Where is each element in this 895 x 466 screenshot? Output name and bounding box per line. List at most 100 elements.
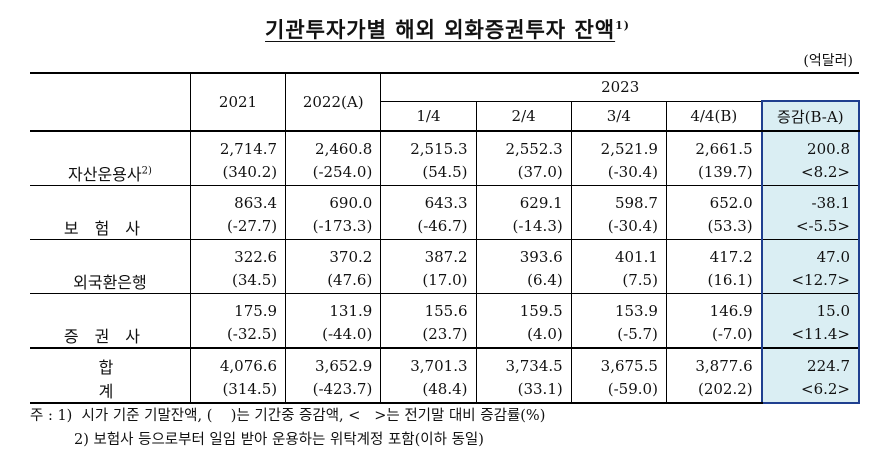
value-cell: 131.9 <box>285 293 382 320</box>
change-cell: (53.3) <box>666 212 763 240</box>
change-cell: (4.0) <box>476 320 572 348</box>
value-cell: 3,877.6 <box>666 347 763 375</box>
value-cell: 146.9 <box>666 293 763 320</box>
change-cell: (-27.7) <box>190 212 287 240</box>
table-row-change: (-32.5) (-44.0) (23.7) (4.0) (-5.7) (-7.… <box>30 320 861 348</box>
diff-value-cell: 15.0 <box>760 293 861 320</box>
value-cell: 387.2 <box>380 239 477 266</box>
value-cell: 652.0 <box>666 185 763 212</box>
value-cell: 155.6 <box>380 293 477 320</box>
footnote-2: 2) 보험사 등으로부터 일임 받아 운용하는 위탁계정 포함(이하 동일) <box>74 432 484 448</box>
table-row: 자산운용사2) 2,714.7 2,460.8 2,515.3 2,552.3 … <box>30 131 861 186</box>
value-cell: 598.7 <box>571 185 667 212</box>
value-cell: 370.2 <box>285 239 382 266</box>
value-cell: 417.2 <box>666 239 763 266</box>
value-cell: 2,714.7 <box>190 131 287 158</box>
diff-value-cell: 224.7 <box>760 347 861 375</box>
change-cell: (-7.0) <box>666 320 763 348</box>
value-cell: 322.6 <box>190 239 287 266</box>
table-row-change: (-27.7) (-173.3) (-46.7) (-14.3) (-30.4)… <box>30 212 861 240</box>
diff-value-cell: 200.8 <box>760 131 861 158</box>
investment-balance-table: 2021 2022(A) 2023 1/4 2/4 3/4 4/4(B) 증감(… <box>30 72 861 404</box>
title-text: 기관투자가별 해외 외화증권투자 잔액 <box>265 17 616 42</box>
value-cell: 863.4 <box>190 185 287 212</box>
footnote-1: 주 : 1) 시가 기준 기말잔액, ( )는 기간중 증감액, < >는 전기… <box>30 408 546 424</box>
row-label-total: 합계 <box>30 347 191 404</box>
row-label-securities: 증권사 <box>30 293 191 348</box>
row-label-fx-bank: 외국환은행 <box>30 239 191 294</box>
table-row: 증권사 175.9 131.9 155.6 159.5 153.9 146.9 … <box>30 293 861 348</box>
change-cell: (47.6) <box>285 266 382 294</box>
unit-label: (억달러) <box>803 53 853 69</box>
table-row-total: 합계 4,076.6 3,652.9 3,701.3 3,734.5 3,675… <box>30 347 861 404</box>
value-cell: 690.0 <box>285 185 382 212</box>
value-cell: 2,515.3 <box>380 131 477 158</box>
change-cell: (-254.0) <box>285 158 382 186</box>
value-cell: 393.6 <box>476 239 572 266</box>
table-row: 외국환은행 322.6 370.2 387.2 393.6 401.1 417.… <box>30 239 861 294</box>
header-q4: 4/4(B) <box>666 101 763 132</box>
header-2023: 2023 <box>380 72 859 102</box>
value-cell: 2,552.3 <box>476 131 572 158</box>
header-2022: 2022(A) <box>285 72 382 132</box>
value-cell: 3,734.5 <box>476 347 572 375</box>
table-row: 보험사 863.4 690.0 643.3 629.1 598.7 652.0 … <box>30 185 861 240</box>
value-cell: 643.3 <box>380 185 477 212</box>
header-q2: 2/4 <box>476 101 572 132</box>
change-cell: (-32.5) <box>190 320 287 348</box>
value-cell: 3,652.9 <box>285 347 382 375</box>
value-cell: 4,076.6 <box>190 347 287 375</box>
row-footnote-mark: 2) <box>141 165 152 177</box>
diff-change-cell: <11.4> <box>760 320 861 348</box>
change-cell: (48.4) <box>380 375 477 404</box>
value-cell: 2,521.9 <box>571 131 667 158</box>
table-row-total-change: (314.5) (-423.7) (48.4) (33.1) (-59.0) (… <box>30 375 861 404</box>
value-cell: 3,701.3 <box>380 347 477 375</box>
header-q3: 3/4 <box>571 101 667 132</box>
row-label-text: 자산운용사 <box>68 165 142 184</box>
change-cell: (314.5) <box>190 375 287 404</box>
value-cell: 175.9 <box>190 293 287 320</box>
diff-change-cell: <8.2> <box>760 158 861 186</box>
change-cell: (17.0) <box>380 266 477 294</box>
header-2021: 2021 <box>190 72 287 132</box>
diff-value-cell: 47.0 <box>760 239 861 266</box>
value-cell: 159.5 <box>476 293 572 320</box>
change-cell: (-59.0) <box>571 375 667 404</box>
change-cell: (-423.7) <box>285 375 382 404</box>
change-cell: (23.7) <box>380 320 477 348</box>
row-label-insurance: 보험사 <box>30 185 191 240</box>
change-cell: (-14.3) <box>476 212 572 240</box>
diff-change-cell: <-5.5> <box>760 212 861 240</box>
change-cell: (-173.3) <box>285 212 382 240</box>
header-q1: 1/4 <box>380 101 477 132</box>
table-title: 기관투자가별 해외 외화증권투자 잔액1) <box>0 14 895 44</box>
row-label-asset-manager: 자산운용사2) <box>30 131 191 186</box>
diff-change-cell: <6.2> <box>760 375 861 404</box>
header-row-1: 2021 2022(A) 2023 <box>30 72 859 132</box>
title-footnote-mark: 1) <box>615 19 630 32</box>
header-blank <box>30 72 191 132</box>
value-cell: 2,661.5 <box>666 131 763 158</box>
change-cell: (34.5) <box>190 266 287 294</box>
change-cell: (37.0) <box>476 158 572 186</box>
table-row-change: (340.2) (-254.0) (54.5) (37.0) (-30.4) (… <box>30 158 861 186</box>
change-cell: (6.4) <box>476 266 572 294</box>
diff-change-cell: <12.7> <box>760 266 861 294</box>
change-cell: (-5.7) <box>571 320 667 348</box>
value-cell: 629.1 <box>476 185 572 212</box>
value-cell: 2,460.8 <box>285 131 382 158</box>
change-cell: (340.2) <box>190 158 287 186</box>
change-cell: (-46.7) <box>380 212 477 240</box>
change-cell: (7.5) <box>571 266 667 294</box>
change-cell: (33.1) <box>476 375 572 404</box>
table-row-change: (34.5) (47.6) (17.0) (6.4) (7.5) (16.1) … <box>30 266 861 294</box>
change-cell: (-44.0) <box>285 320 382 348</box>
change-cell: (139.7) <box>666 158 763 186</box>
change-cell: (54.5) <box>380 158 477 186</box>
header-row-2: 1/4 2/4 3/4 4/4(B) 증감(B-A) <box>30 100 861 132</box>
value-cell: 3,675.5 <box>571 347 667 375</box>
change-cell: (-30.4) <box>571 212 667 240</box>
change-cell: (-30.4) <box>571 158 667 186</box>
change-cell: (16.1) <box>666 266 763 294</box>
